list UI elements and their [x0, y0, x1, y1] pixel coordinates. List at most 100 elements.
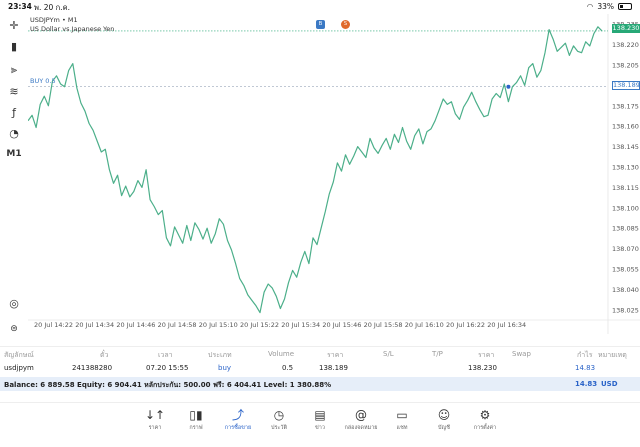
x-tick-label: 20 Jul 16:22	[446, 321, 485, 329]
col-sl: S/L	[383, 350, 394, 358]
row-price2: 138.230	[468, 364, 497, 372]
col-price: ราคา	[327, 351, 344, 359]
one-click-buy-icon[interactable]: B	[316, 20, 325, 29]
bottom-nav: ↓↑ ราคา ▯▮ กราฟ ⤴ การซื้อขาย ◷ ประวัติ ▤ ข่าว @ กล่…	[0, 402, 640, 447]
y-tick-label: 138.115	[612, 184, 639, 192]
nav-quotes-icon: ↓↑	[144, 408, 166, 422]
y-tick-label: 138.040	[612, 286, 639, 294]
status-date: พ. 20 ก.ค.	[34, 3, 70, 12]
one-click-sell-icon[interactable]: S	[341, 20, 350, 29]
nav-settings-label: การตั้งค่า	[473, 425, 497, 431]
row-profit: 14.83	[575, 364, 596, 372]
nav-chart-icon: ▯▮	[189, 408, 203, 422]
nav-chart-label: กราฟ	[189, 425, 203, 431]
nav-trade-icon: ⤴	[231, 408, 244, 422]
broker-logo-icon: ⊜	[10, 324, 18, 334]
balance-text: Balance: 6 889.58 Equity: 6 904.41 หลักป…	[4, 381, 332, 389]
nav-account-icon: ☺	[437, 408, 451, 422]
col-type: ประเภท	[208, 351, 232, 359]
current-price-tag: 138.230	[612, 24, 640, 33]
nav-chat[interactable]: ▭ แชท	[382, 408, 422, 432]
chart-area[interactable]: 138.235138.220138.205138.190138.175138.1…	[28, 14, 640, 344]
buy-position-label: BUY 0.5	[30, 77, 56, 85]
y-tick-label: 138.145	[612, 143, 639, 151]
candlestick-icon[interactable]: ▮	[10, 40, 18, 53]
nav-settings[interactable]: ⚙ การตั้งค่า	[465, 408, 505, 432]
nav-trade-label: การซื้อขาย	[224, 425, 252, 431]
crosshair-icon[interactable]: ✛	[9, 19, 19, 32]
row-price: 138.189	[319, 364, 348, 372]
nav-quotes[interactable]: ↓↑ ราคา	[135, 408, 175, 432]
nav-chart[interactable]: ▯▮ กราฟ	[176, 408, 216, 432]
row-type: buy	[218, 364, 232, 372]
buy-price-tag: 138.189	[612, 81, 640, 90]
nav-history-icon: ◷	[273, 408, 285, 422]
y-tick-label: 138.085	[612, 225, 639, 233]
x-tick-label: 20 Jul 14:58	[158, 321, 197, 329]
chart-overview-icon[interactable]: ◎	[9, 297, 19, 310]
nav-news[interactable]: ▤ ข่าว	[300, 408, 340, 432]
nav-news-icon: ▤	[314, 408, 326, 422]
shapes-icon[interactable]: ◔	[9, 127, 19, 140]
nav-quotes-label: ราคา	[148, 425, 162, 431]
nav-trade[interactable]: ⤴ การซื้อขาย	[218, 408, 258, 432]
col-swap: Swap	[512, 350, 531, 358]
status-time: 23:34	[8, 2, 32, 11]
timeframe-label[interactable]: M1	[6, 149, 22, 159]
y-tick-label: 138.055	[612, 266, 639, 274]
col-tp: T/P	[432, 350, 443, 358]
battery-percent: 33%	[597, 2, 614, 11]
position-row[interactable]: usdjpym 241388280 07.20 15:55 buy 0.5 13…	[0, 361, 640, 375]
nav-news-label: ข่าว	[315, 425, 325, 431]
nav-mailbox-icon: @	[355, 408, 367, 422]
col-symbol: สัญลักษณ์	[4, 351, 34, 359]
y-tick-label: 138.130	[612, 164, 639, 172]
x-tick-label: 20 Jul 15:58	[364, 321, 403, 329]
x-tick-label: 20 Jul 16:10	[405, 321, 444, 329]
y-tick-label: 138.070	[612, 245, 639, 253]
col-ticket: ตั๋ว	[100, 351, 109, 359]
objects-icon[interactable]: ≋	[9, 85, 19, 98]
entry-marker	[506, 84, 511, 89]
nav-account[interactable]: ☺ บัญชี	[424, 408, 464, 432]
y-tick-label: 138.220	[612, 41, 639, 49]
wifi-icon: ◠	[586, 2, 594, 11]
row-time: 07.20 15:55	[146, 364, 189, 372]
status-right: ◠ 33%	[587, 2, 632, 11]
x-tick-label: 20 Jul 15:34	[281, 321, 320, 329]
indicators-icon[interactable]: ⫸	[10, 63, 18, 76]
y-tick-label: 138.205	[612, 61, 639, 69]
x-tick-label: 20 Jul 14:22	[34, 321, 73, 329]
x-tick-label: 20 Jul 14:46	[116, 321, 155, 329]
nav-history[interactable]: ◷ ประวัติ	[259, 408, 299, 432]
col-volume: Volume	[268, 350, 295, 358]
col-comment: หมายเหตุ	[598, 351, 627, 359]
x-tick-label: 20 Jul 15:22	[240, 321, 279, 329]
nav-chat-icon: ▭	[396, 408, 408, 422]
y-tick-label: 138.160	[612, 123, 639, 131]
row-symbol: usdjpym	[4, 364, 34, 372]
col-profit: กำไร	[577, 351, 593, 359]
nav-mailbox-label: กล่องจดหมาย	[344, 425, 378, 431]
chart-toolbar: ✛ ▮ ⫸ ≋ ƒ ◔ M1	[0, 14, 28, 334]
x-tick-label: 20 Jul 14:34	[75, 321, 114, 329]
nav-account-label: บัญชี	[438, 425, 450, 431]
nav-history-label: ประวัติ	[270, 425, 288, 431]
price-chart[interactable]: 138.235138.220138.205138.190138.175138.1…	[28, 14, 640, 344]
balance-profit: 14.83	[575, 380, 598, 388]
x-tick-label: 20 Jul 16:34	[487, 321, 526, 329]
x-tick-label: 20 Jul 15:46	[322, 321, 361, 329]
y-tick-label: 138.100	[612, 204, 639, 212]
positions-header: สัญลักษณ์ ตั๋ว เวลา ประเภท Volume ราคา S…	[0, 346, 640, 360]
col-price2: ราคา	[478, 351, 495, 359]
balance-currency: USD	[601, 380, 618, 388]
nav-mailbox[interactable]: @ กล่องจดหมาย	[341, 408, 381, 432]
nav-chat-label: แชท	[396, 425, 408, 431]
chart-symbol: USDJPYm • M1	[30, 16, 78, 24]
chart-symbol-label: USDJPYm • M1 US Dollar vs Japanese Yen	[30, 16, 114, 34]
function-icon[interactable]: ƒ	[12, 106, 16, 119]
battery-icon	[618, 3, 632, 10]
chart-description: US Dollar vs Japanese Yen	[30, 25, 115, 33]
nav-settings-icon: ⚙	[479, 408, 491, 422]
row-volume: 0.5	[282, 364, 294, 372]
